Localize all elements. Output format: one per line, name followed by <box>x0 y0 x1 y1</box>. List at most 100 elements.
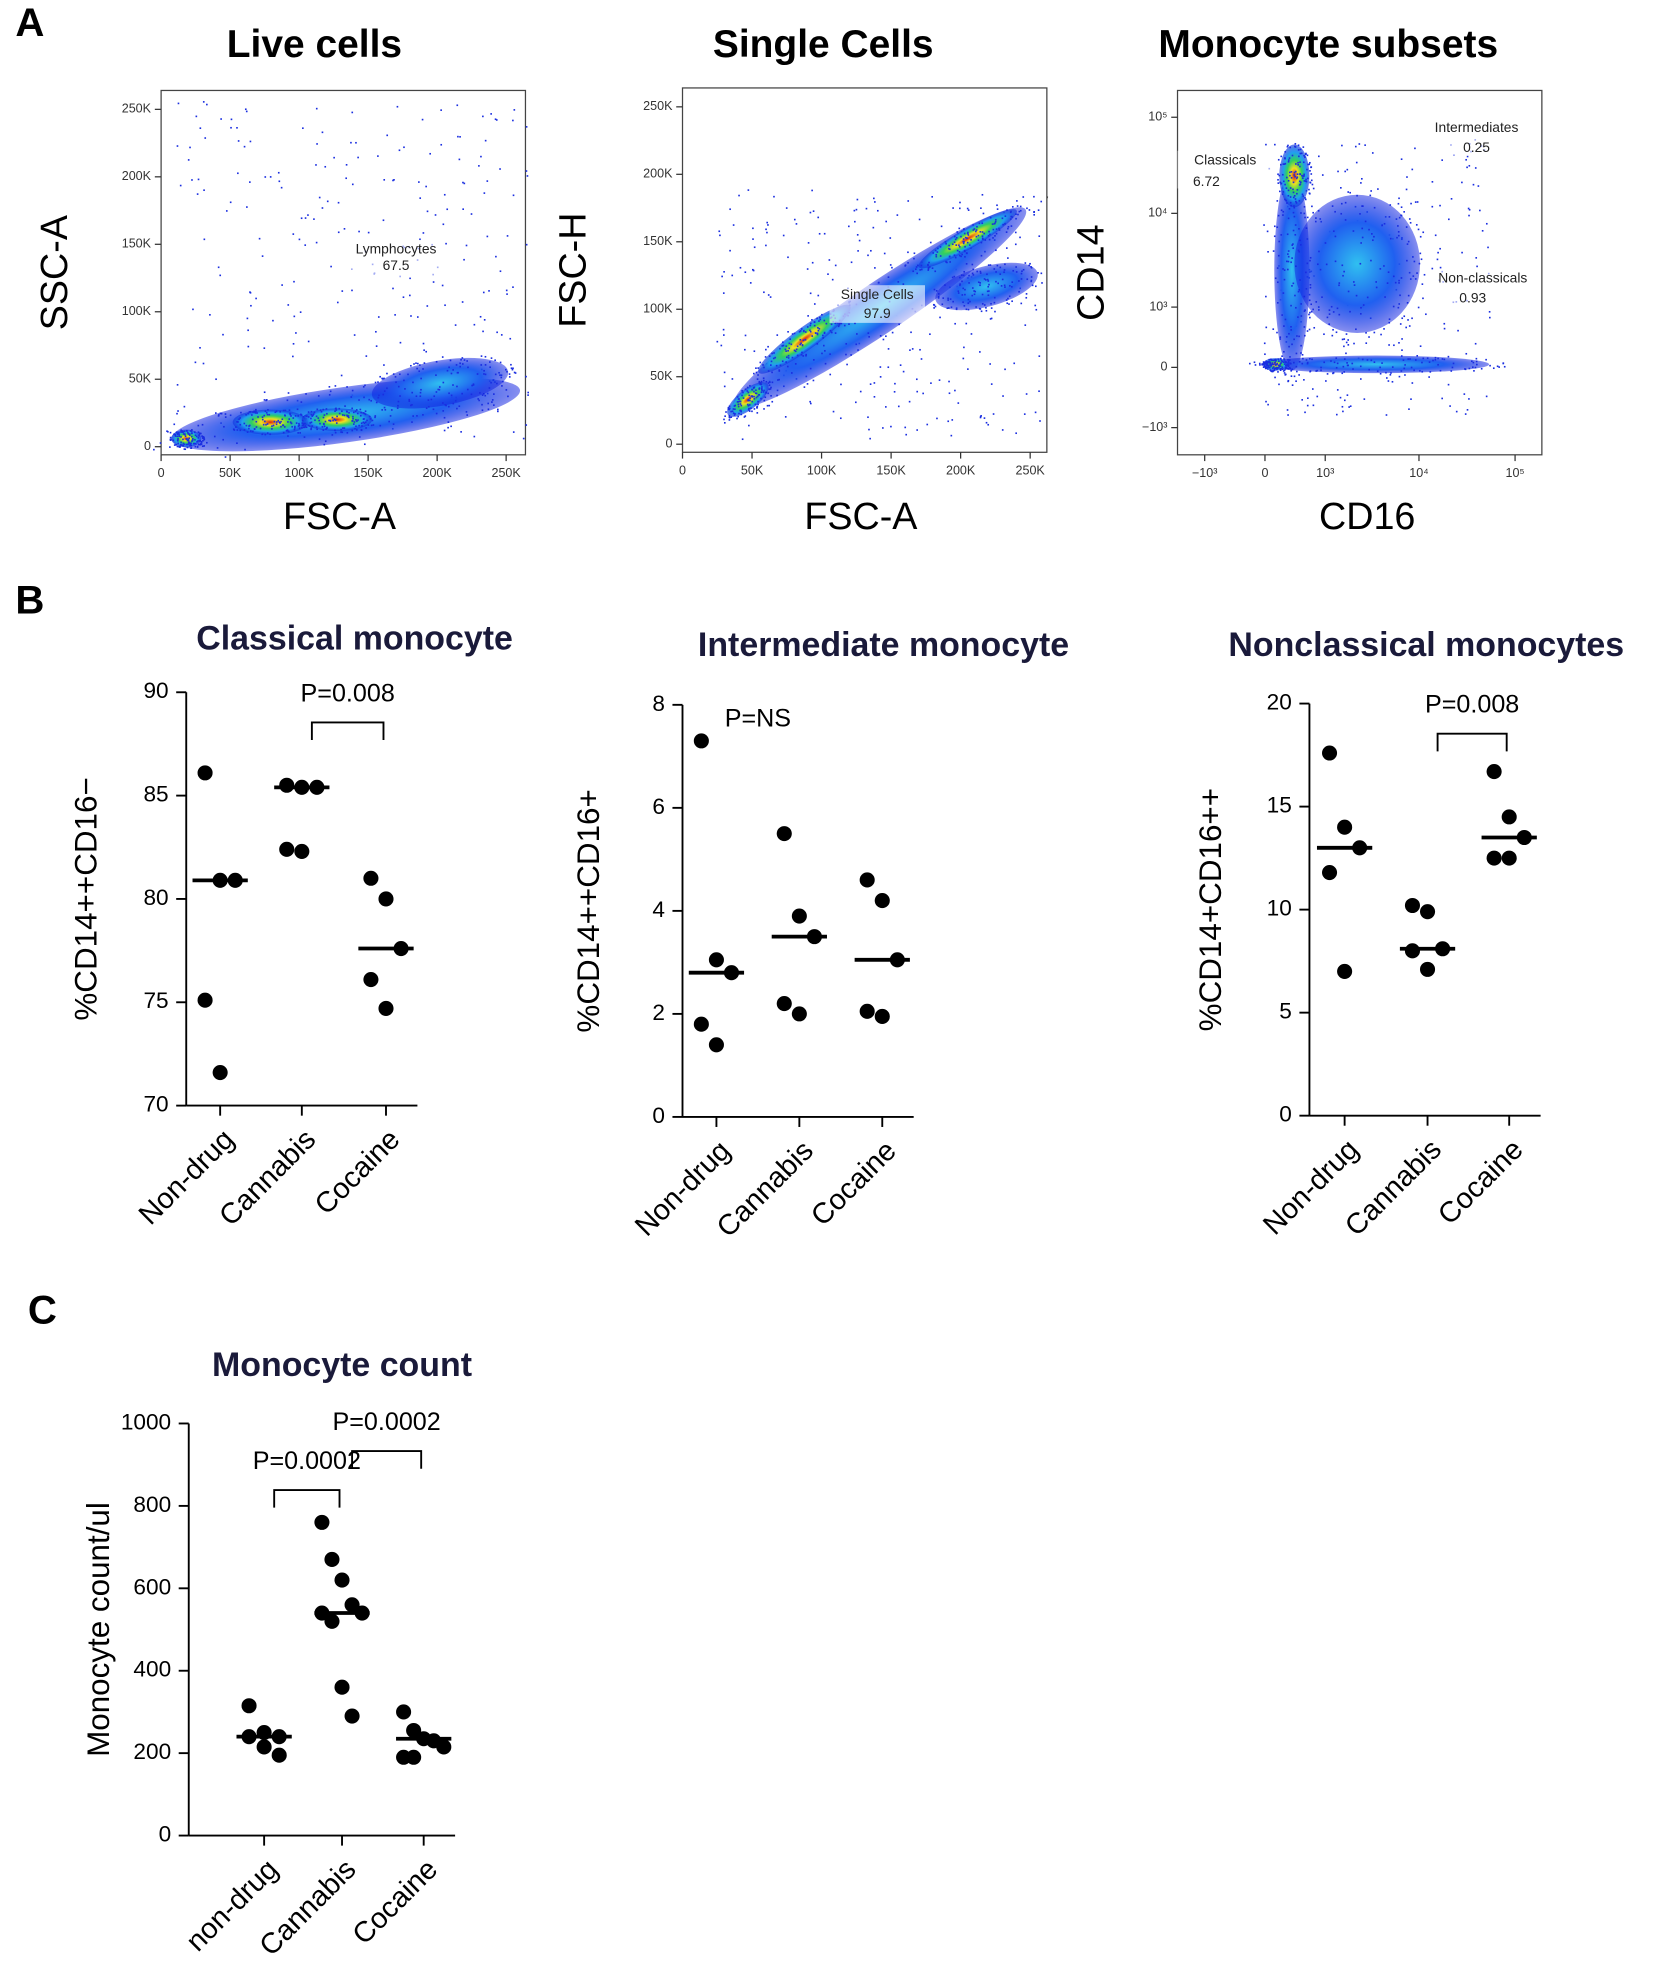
gate-name: Classicals <box>1194 151 1256 167</box>
event-dot <box>753 398 756 400</box>
event-dot <box>246 206 248 208</box>
event-dot <box>1394 281 1397 284</box>
event-dot <box>791 356 794 359</box>
event-dot <box>488 290 490 292</box>
event-dot <box>408 398 411 401</box>
event-dot <box>877 281 880 284</box>
event-dot <box>1286 260 1288 263</box>
event-dot <box>326 426 328 429</box>
event-dot <box>957 292 960 294</box>
event-dot <box>1340 212 1343 215</box>
event-dot <box>499 168 501 170</box>
event-dot <box>200 443 202 445</box>
event-dot <box>1377 188 1379 190</box>
event-dot <box>324 440 327 443</box>
event-dot <box>1268 360 1270 363</box>
event-dot <box>1295 365 1298 368</box>
event-dot <box>286 399 289 402</box>
event-dot <box>1028 209 1031 211</box>
event-dot <box>1014 231 1017 234</box>
event-dot <box>355 425 357 428</box>
event-dot <box>1361 236 1364 239</box>
event-dot <box>1003 271 1005 274</box>
event-dot <box>1342 365 1345 368</box>
event-dot <box>1416 201 1419 203</box>
event-dot <box>1302 146 1305 148</box>
event-dot <box>1385 371 1387 374</box>
event-dot <box>805 353 807 356</box>
y-tick-label: 0 <box>652 1103 665 1128</box>
data-point <box>1322 745 1338 761</box>
event-dot <box>293 428 296 431</box>
event-dot <box>1270 363 1273 366</box>
event-dot <box>757 367 760 369</box>
event-dot <box>1471 366 1474 369</box>
event-dot <box>1335 331 1338 334</box>
event-dot <box>1336 307 1339 310</box>
event-dot <box>206 441 208 444</box>
event-dot <box>352 415 354 418</box>
event-dot <box>1268 358 1271 361</box>
event-dot <box>1361 227 1364 230</box>
event-dot <box>823 319 826 322</box>
event-dot <box>809 402 812 405</box>
event-dot <box>466 388 469 391</box>
event-dot <box>422 414 424 416</box>
data-point <box>212 1065 228 1081</box>
event-dot <box>1421 370 1424 373</box>
event-dot <box>383 364 385 366</box>
gate-value: 67.5 <box>383 257 410 273</box>
event-dot <box>220 118 222 120</box>
y-axis-label: SSC-A <box>33 214 75 330</box>
event-dot <box>1022 196 1025 198</box>
event-dot <box>1485 395 1488 398</box>
event-dot <box>1355 161 1358 164</box>
data-point <box>436 1739 452 1755</box>
event-dot <box>419 391 422 394</box>
event-dot <box>217 414 220 416</box>
event-dot <box>964 293 966 296</box>
event-dot <box>1431 267 1434 270</box>
data-point <box>406 1749 422 1765</box>
event-dot <box>973 228 976 230</box>
event-dot <box>506 293 508 295</box>
event-dot <box>484 394 487 397</box>
event-dot <box>261 416 264 418</box>
event-dot <box>1271 359 1273 361</box>
event-dot <box>731 378 734 380</box>
event-dot <box>1301 362 1304 365</box>
event-dot <box>1334 235 1337 238</box>
event-dot <box>1292 181 1295 184</box>
event-dot <box>1385 414 1388 416</box>
event-dot <box>399 395 401 397</box>
y-tick-label: 2 <box>652 1000 665 1025</box>
event-dot <box>769 388 772 390</box>
event-dot <box>199 346 201 349</box>
event-dot <box>1298 155 1300 158</box>
event-dot <box>743 416 746 418</box>
event-dot <box>962 301 964 304</box>
event-dot <box>1287 368 1290 370</box>
event-dot <box>1434 358 1437 361</box>
event-dot <box>346 431 349 434</box>
event-dot <box>1017 213 1019 216</box>
event-dot <box>351 389 354 392</box>
event-dot <box>1302 195 1305 197</box>
event-dot <box>447 405 450 408</box>
event-dot <box>495 119 498 121</box>
event-dot <box>1274 277 1277 280</box>
event-dot <box>737 415 740 418</box>
event-dot <box>443 193 446 196</box>
event-dot <box>1295 200 1297 203</box>
y-tick-label: 0 <box>665 437 672 451</box>
gate-name: Lymphocytes <box>356 241 437 257</box>
data-point <box>1322 864 1338 881</box>
event-dot <box>432 281 435 283</box>
event-dot <box>351 407 353 410</box>
event-dot <box>961 253 963 256</box>
event-dot <box>341 410 343 413</box>
event-dot <box>279 410 281 413</box>
event-dot <box>930 382 932 384</box>
event-dot <box>846 363 848 366</box>
event-dot <box>1320 366 1322 369</box>
